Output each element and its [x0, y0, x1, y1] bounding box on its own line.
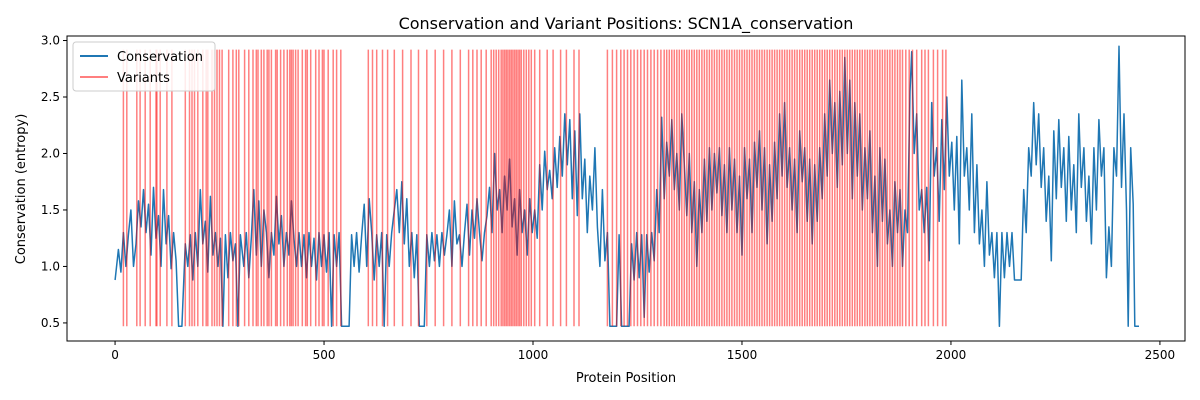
y-tick-label: 3.0 — [41, 34, 60, 48]
x-tick-label: 2000 — [936, 348, 967, 362]
plot-area — [114, 45, 1139, 328]
y-tick-label: 2.5 — [41, 90, 60, 104]
legend-box — [72, 41, 216, 92]
x-axis-label: Protein Position — [576, 371, 676, 386]
chart-title: Conservation and Variant Positions: SCN1… — [399, 14, 854, 34]
y-axis-label: Conservation (entropy) — [14, 114, 29, 265]
x-tick-label: 1500 — [727, 348, 758, 362]
legend-label-variants: Variants — [117, 71, 170, 86]
y-tick-label: 0.5 — [41, 316, 60, 330]
y-tick-label: 2.0 — [41, 146, 60, 160]
legend-label-conservation: Conservation — [117, 50, 203, 65]
y-tick-label: 1.5 — [41, 203, 60, 217]
y-tick-label: 1.0 — [41, 259, 60, 273]
y-axis-ticks: 0.5 1.0 1.5 2.0 2.5 3.0 — [41, 34, 67, 330]
plot-frame — [66, 35, 1186, 342]
x-tick-label: 500 — [313, 348, 336, 362]
variants-series — [122, 49, 947, 327]
x-axis-ticks: 0 500 1000 1500 2000 2500 — [111, 341, 1175, 362]
conservation-line — [114, 45, 1139, 328]
x-tick-label: 1000 — [518, 348, 549, 362]
conservation-series — [114, 45, 1139, 328]
x-tick-label: 2500 — [1145, 348, 1176, 362]
x-tick-label: 0 — [111, 348, 119, 362]
legend: Conservation Variants — [72, 41, 216, 92]
